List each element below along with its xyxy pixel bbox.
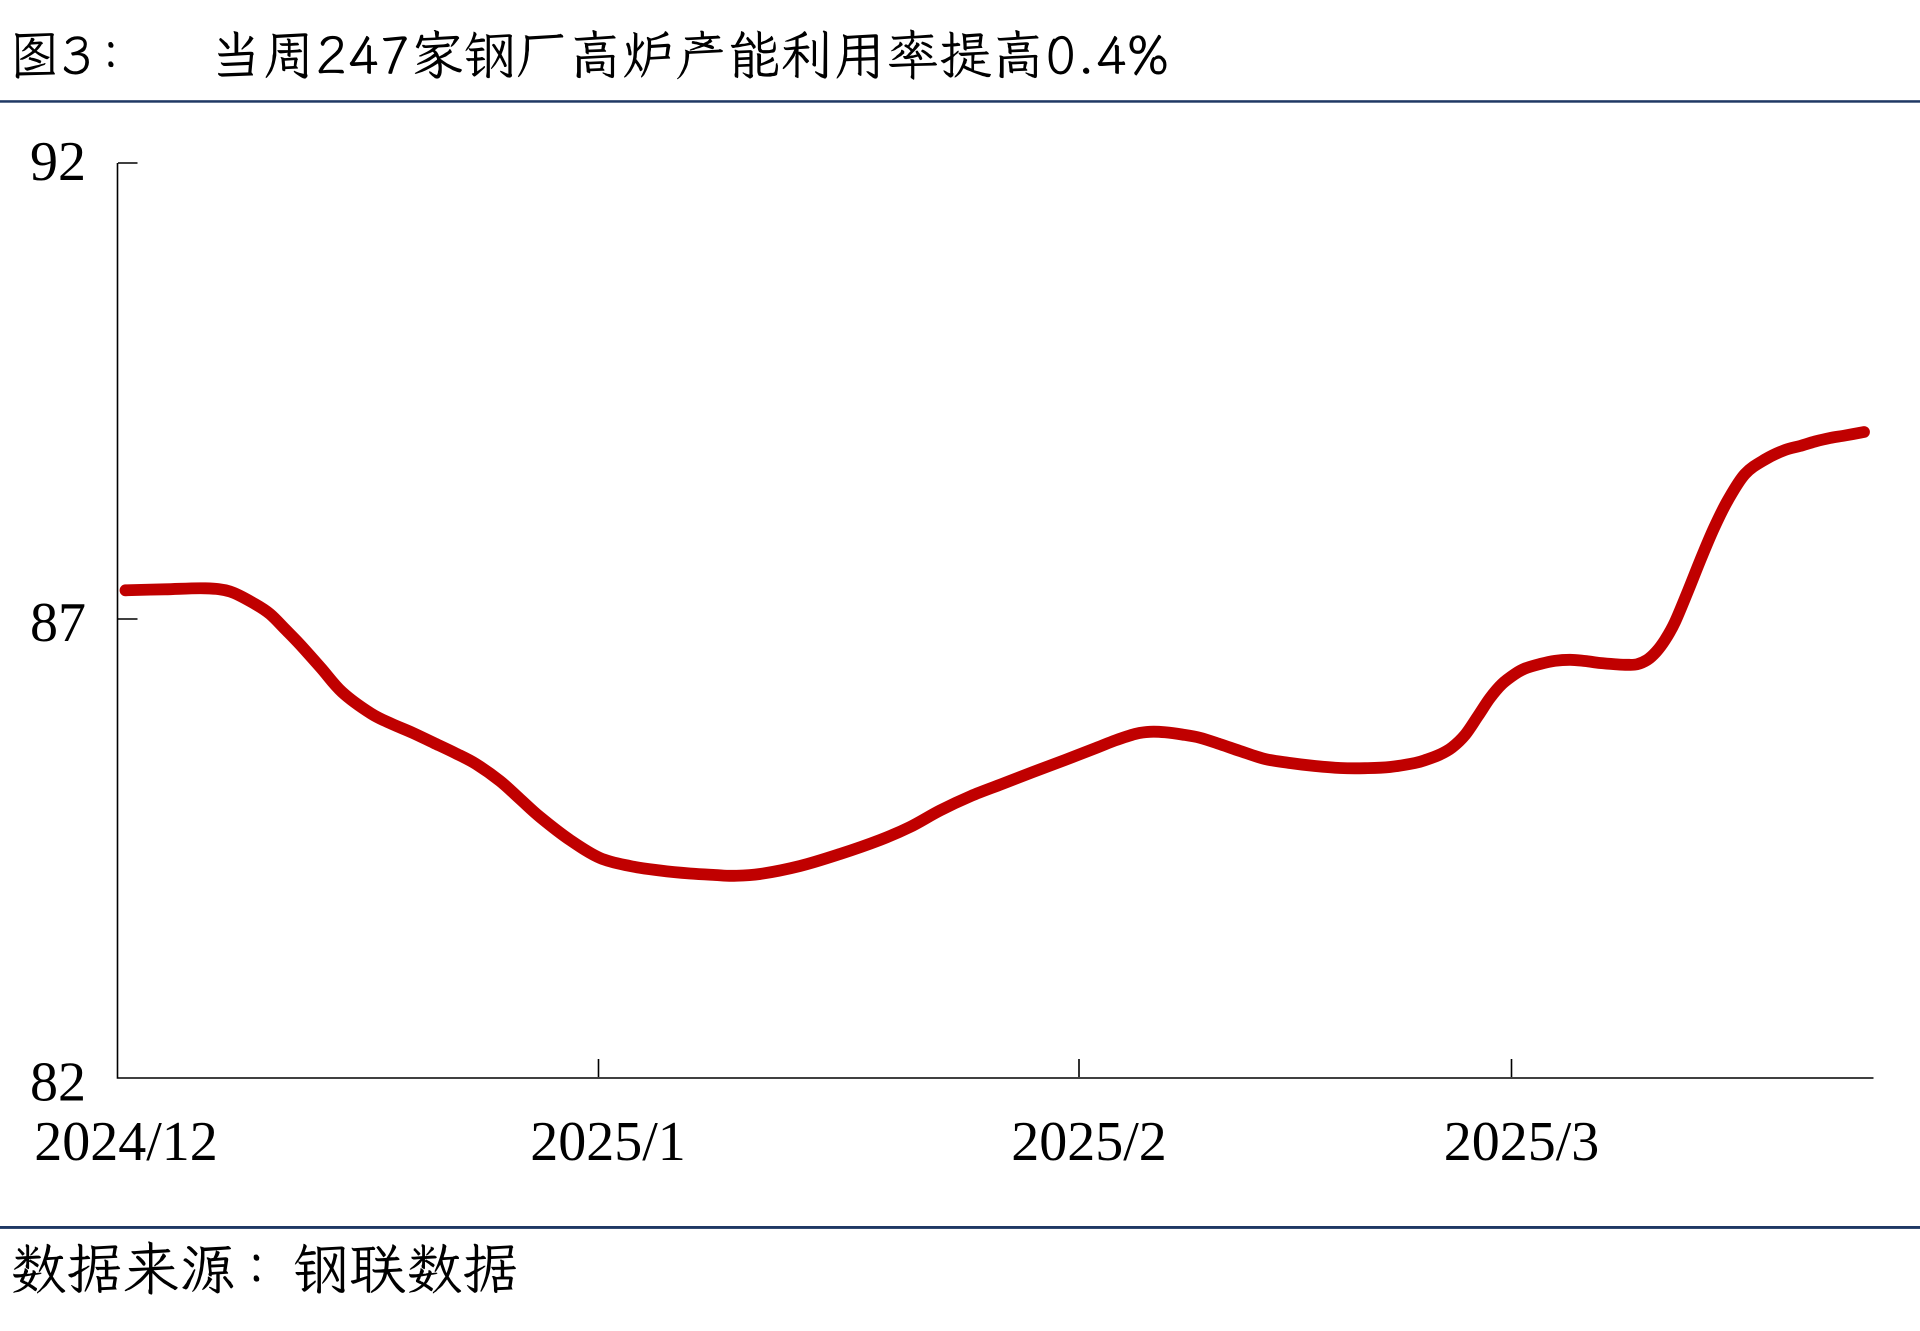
svg-text:2025/2: 2025/2 [1011,1111,1167,1173]
svg-text:87: 87 [30,592,86,654]
svg-text:2025/1: 2025/1 [530,1111,686,1173]
svg-text:92: 92 [30,131,86,193]
svg-text:2024/12: 2024/12 [34,1111,218,1173]
svg-text:2025/3: 2025/3 [1444,1111,1600,1173]
svg-text:82: 82 [30,1052,86,1114]
